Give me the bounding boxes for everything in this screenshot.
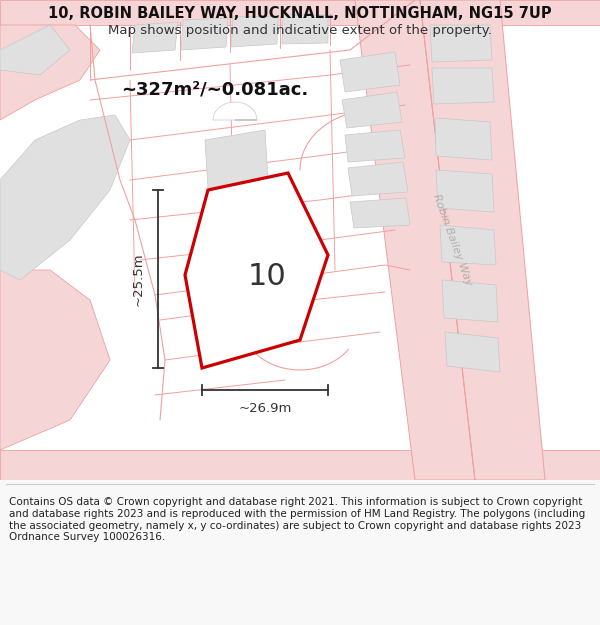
Text: ~26.9m: ~26.9m [238,401,292,414]
Polygon shape [436,170,494,212]
Polygon shape [0,0,600,480]
Polygon shape [0,115,130,280]
Polygon shape [0,450,600,480]
Polygon shape [345,130,405,162]
Polygon shape [442,280,498,322]
Polygon shape [420,0,545,480]
Polygon shape [185,173,328,368]
Polygon shape [340,52,400,92]
Text: 10: 10 [247,262,286,291]
Polygon shape [430,25,492,62]
Polygon shape [0,25,100,120]
Polygon shape [342,92,402,128]
Polygon shape [445,332,500,372]
Text: Map shows position and indicative extent of the property.: Map shows position and indicative extent… [108,24,492,37]
Polygon shape [348,162,408,196]
Text: Contains OS data © Crown copyright and database right 2021. This information is : Contains OS data © Crown copyright and d… [9,498,585,542]
Polygon shape [205,130,268,188]
Polygon shape [0,25,70,75]
Text: ~25.5m: ~25.5m [131,252,145,306]
Polygon shape [355,0,475,480]
Polygon shape [0,0,600,25]
Polygon shape [432,68,494,104]
Polygon shape [181,18,228,50]
Polygon shape [440,225,496,265]
Text: ~327m²/~0.081ac.: ~327m²/~0.081ac. [121,81,308,99]
Polygon shape [132,22,178,53]
Polygon shape [0,270,110,450]
Text: 10, ROBIN BAILEY WAY, HUCKNALL, NOTTINGHAM, NG15 7UP: 10, ROBIN BAILEY WAY, HUCKNALL, NOTTINGH… [48,6,552,21]
Polygon shape [231,16,278,47]
Polygon shape [435,118,492,160]
Polygon shape [350,198,410,228]
Text: Robin Bailey Way: Robin Bailey Way [431,192,473,288]
Polygon shape [282,15,328,44]
Polygon shape [213,102,257,120]
